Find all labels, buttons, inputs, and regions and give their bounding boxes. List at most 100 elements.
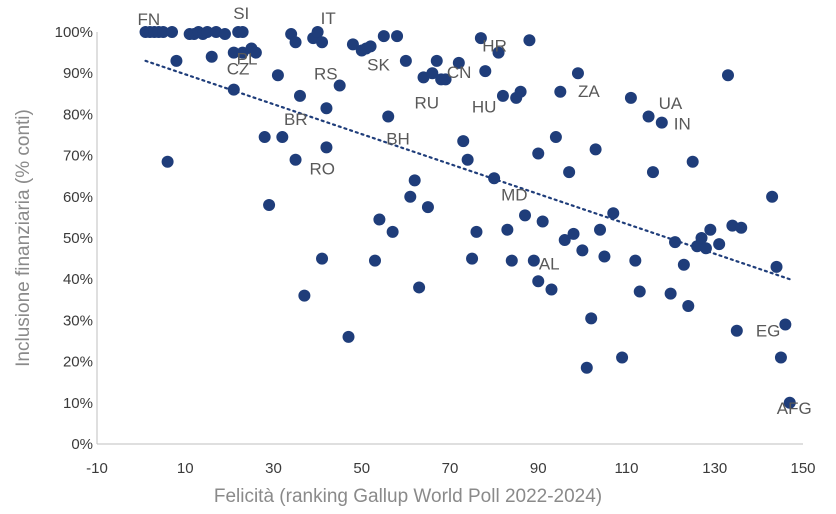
data-point	[713, 238, 726, 251]
data-point	[236, 26, 249, 38]
country-label-bh: BH	[386, 129, 410, 148]
data-point	[505, 254, 518, 267]
data-point	[783, 396, 796, 409]
data-point	[563, 166, 576, 179]
data-point	[342, 330, 355, 343]
data-point	[430, 54, 443, 67]
country-label-afg: AFG	[777, 399, 812, 418]
data-point	[589, 143, 602, 156]
country-label-ua: UA	[659, 94, 683, 113]
data-point	[452, 56, 465, 69]
data-point	[549, 131, 562, 144]
y-tick-labels: 0% 10% 20% 30% 40% 50% 60% 70% 80% 90% 100%	[55, 24, 93, 453]
data-point	[669, 236, 682, 249]
data-point	[276, 131, 289, 144]
data-point	[545, 283, 558, 296]
x-tick-label: 110	[615, 460, 639, 477]
data-point	[391, 30, 404, 43]
data-point	[576, 244, 589, 257]
data-point	[298, 289, 311, 302]
data-point	[421, 201, 434, 214]
x-tick-label: 150	[790, 460, 815, 477]
data-point	[399, 54, 412, 67]
data-point	[492, 46, 505, 59]
data-point	[580, 361, 593, 374]
x-tick-label: -10	[86, 460, 108, 477]
data-point	[227, 83, 240, 96]
y-axis-title: Inclusione finanziaria (% conti)	[13, 109, 34, 367]
x-tick-labels: -10 10 30 50 70 90 110 130 150	[86, 460, 815, 477]
data-point	[289, 153, 302, 166]
data-point	[271, 69, 284, 82]
data-point	[470, 225, 483, 238]
data-point	[695, 232, 708, 244]
data-point	[704, 223, 717, 236]
data-point	[554, 85, 567, 98]
data-point	[519, 209, 532, 222]
country-label-sk: SK	[367, 55, 390, 74]
data-point	[263, 199, 276, 212]
country-label-eg: EG	[756, 322, 781, 341]
data-point	[633, 285, 646, 298]
data-point	[532, 147, 545, 160]
data-point	[567, 227, 580, 240]
data-point	[311, 26, 324, 38]
data-point	[258, 131, 271, 144]
data-point	[646, 166, 659, 179]
country-label-cn: CN	[447, 63, 472, 82]
y-tick-label: 90%	[63, 65, 93, 82]
country-label-hr: HR	[482, 37, 507, 56]
data-points	[139, 26, 796, 409]
data-point	[523, 34, 536, 47]
country-label-it: IT	[321, 9, 336, 28]
data-point	[426, 67, 439, 80]
data-point	[170, 54, 183, 67]
data-point	[435, 73, 448, 86]
data-point	[373, 213, 386, 226]
data-point	[316, 36, 329, 49]
y-tick-label: 100%	[55, 24, 93, 41]
data-point	[479, 65, 492, 78]
data-point	[474, 32, 487, 45]
y-tick-label: 30%	[63, 312, 93, 329]
country-label-za: ZA	[578, 82, 600, 101]
data-point	[466, 252, 479, 265]
x-tick-label: 70	[442, 460, 459, 477]
data-point	[774, 351, 787, 364]
data-point	[201, 26, 214, 38]
data-point	[457, 135, 470, 148]
y-tick-label: 10%	[63, 395, 93, 412]
data-point	[333, 79, 346, 92]
y-tick-label: 0%	[71, 436, 93, 453]
data-point	[404, 190, 417, 203]
country-label-ro: RO	[309, 159, 335, 178]
data-point	[346, 38, 359, 51]
data-point	[682, 299, 695, 312]
data-point	[624, 91, 637, 104]
data-point	[368, 254, 381, 267]
data-point	[766, 190, 779, 203]
data-point	[642, 110, 655, 123]
data-point	[607, 207, 620, 220]
data-point	[249, 46, 262, 59]
data-point	[571, 67, 584, 80]
data-point	[527, 254, 540, 267]
country-label-hu: HU	[472, 97, 497, 116]
country-label-cz: CZ	[227, 60, 250, 79]
data-point	[320, 102, 333, 115]
data-point	[157, 26, 170, 38]
country-label-si: SI	[233, 4, 249, 23]
y-tick-label: 80%	[63, 106, 93, 123]
data-point	[532, 275, 545, 288]
country-label-rs: RS	[314, 64, 338, 83]
x-tick-label: 50	[353, 460, 370, 477]
data-point	[496, 89, 509, 102]
data-point	[598, 250, 611, 263]
data-point	[386, 225, 399, 238]
x-tick-label: 90	[530, 460, 547, 477]
country-label-br: BR	[284, 110, 308, 129]
x-tick-label: 130	[702, 460, 727, 477]
data-point	[699, 242, 712, 255]
